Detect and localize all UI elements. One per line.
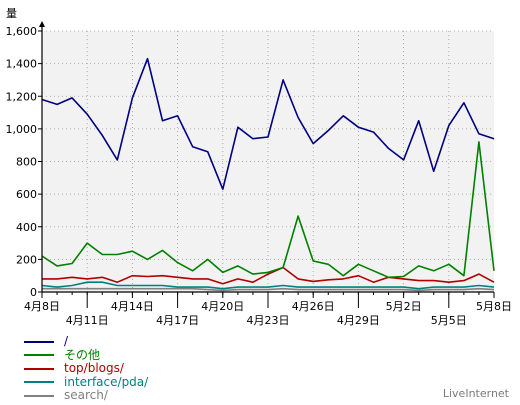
- x-tick-label: 4月20日: [201, 300, 244, 313]
- series-line: [42, 266, 495, 285]
- x-tick-label: 4月26日: [292, 300, 335, 313]
- y-tick-label: 800: [16, 156, 37, 169]
- y-tick-label: 1,200: [6, 90, 38, 103]
- credit-text: LiveInternet: [442, 387, 509, 400]
- legend-item: interface/pda/: [24, 374, 149, 390]
- legend-swatch: [24, 381, 54, 384]
- x-tick-label: 4月23日: [247, 314, 290, 327]
- x-tick-label: 4月8日: [24, 300, 60, 313]
- legend-swatch: [24, 354, 54, 357]
- series-line: [42, 287, 495, 292]
- x-tick-label: 5月2日: [386, 300, 422, 313]
- x-tick-label: 5月8日: [476, 300, 512, 313]
- x-tick-label: 4月11日: [66, 314, 109, 327]
- legend-item: その他: [24, 347, 148, 363]
- x-tick-label: 4月17日: [156, 314, 199, 327]
- legend-label: /: [64, 334, 69, 348]
- legend-swatch: [24, 394, 54, 397]
- y-tick-label: 1,000: [6, 123, 38, 136]
- y-axis-label: 量: [6, 7, 17, 20]
- x-tick-label: 5月5日: [431, 314, 467, 327]
- grid: [42, 30, 494, 292]
- legend-swatch: [24, 367, 54, 370]
- y-tick-label: 200: [16, 253, 37, 266]
- legend-label: search/: [64, 388, 108, 402]
- y-tick-label: 600: [16, 188, 37, 201]
- y-tick-label: 0: [30, 286, 37, 299]
- tick-labels: 0 200 400 600 800 1,000 1,200 1,400 1,600 4月8日 4月1…: [6, 25, 513, 327]
- legend-item: /: [24, 334, 148, 349]
- legend-item: top/blogs/: [24, 361, 148, 376]
- y-axis-arrow: [39, 21, 45, 27]
- x-tick-label: 4月14日: [111, 300, 154, 313]
- series-layer: [41, 57, 495, 292]
- axes: [38, 21, 495, 308]
- x-tick-label: 4月29日: [337, 314, 380, 327]
- legend-item: search/: [24, 388, 148, 403]
- legend-label: interface/pda/: [64, 374, 149, 389]
- series-line: [41, 141, 495, 279]
- series-line: [41, 57, 495, 190]
- y-tick-label: 1,400: [6, 58, 38, 71]
- legend-label: top/blogs/: [64, 361, 124, 375]
- legend-label: その他: [64, 347, 101, 362]
- y-tick-label: 1,600: [6, 25, 38, 38]
- legend: / その他 top/blogs/interface/pda/search/: [24, 334, 149, 403]
- series-line: [41, 281, 495, 290]
- y-tick-label: 400: [16, 221, 37, 234]
- legend-swatch: [24, 340, 54, 343]
